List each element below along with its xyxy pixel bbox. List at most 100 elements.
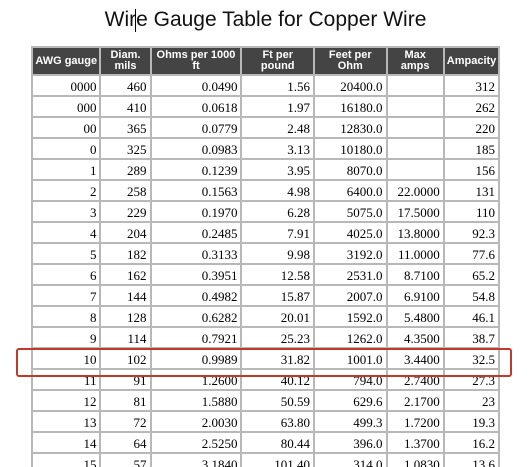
ohms-cell: 2.5250 xyxy=(151,433,241,452)
header-feet-per-ohm: Feet per Ohm xyxy=(315,48,386,74)
ft-per-pound-cell: 20.01 xyxy=(242,307,313,326)
ft-per-pound-cell: 3.13 xyxy=(242,139,313,158)
ohms-cell: 0.2485 xyxy=(151,223,241,242)
max-amps-cell: 8.7100 xyxy=(387,265,443,284)
ampacity-cell: 185 xyxy=(444,139,498,158)
ampacity-cell: 65.2 xyxy=(444,265,498,284)
max-amps-cell: 11.0000 xyxy=(387,244,443,263)
ampacity-cell: 32.5 xyxy=(444,349,498,368)
ft-per-pound-cell: 4.98 xyxy=(242,181,313,200)
ohms-cell: 1.5880 xyxy=(151,391,241,410)
table-viewport[interactable]: AWG gauge Diam. mils Ohms per 1000 ft Ft… xyxy=(31,46,500,467)
ft-per-pound-cell: 12.58 xyxy=(242,265,313,284)
row-highlight-box xyxy=(16,348,512,377)
max-amps-cell: 22.0000 xyxy=(387,181,443,200)
ohms-cell: 3.1840 xyxy=(151,454,241,467)
ohms-cell: 0.4982 xyxy=(151,286,241,305)
ohms-cell: 0.3133 xyxy=(151,244,241,263)
ampacity-cell: 38.7 xyxy=(444,328,498,347)
table-row: 3 229 0.1970 6.28 5075.0 17.5000 110 xyxy=(33,202,498,221)
diameter-cell: 258 xyxy=(101,181,150,200)
ohms-cell: 0.0490 xyxy=(151,76,241,95)
ohms-cell: 0.7921 xyxy=(151,328,241,347)
table-row: 13 72 2.0030 63.80 499.3 1.7200 19.3 xyxy=(33,412,498,431)
ampacity-cell: 220 xyxy=(444,118,498,137)
max-amps-cell: 1.0830 xyxy=(387,454,443,467)
feet-per-ohm-cell: 1592.0 xyxy=(315,307,386,326)
awg-cell: 15 xyxy=(33,454,100,467)
ampacity-cell: 156 xyxy=(444,160,498,179)
feet-per-ohm-cell: 4025.0 xyxy=(315,223,386,242)
awg-cell: 1 xyxy=(33,160,100,179)
ft-per-pound-cell: 15.87 xyxy=(242,286,313,305)
awg-cell: 7 xyxy=(33,286,100,305)
feet-per-ohm-cell: 2531.0 xyxy=(315,265,386,284)
max-amps-cell: 5.4800 xyxy=(387,307,443,326)
diameter-cell: 410 xyxy=(101,97,150,116)
diameter-cell: 102 xyxy=(101,349,150,368)
diameter-cell: 289 xyxy=(101,160,150,179)
table-body: 0000 460 0.0490 1.56 20400.0 312 000 410 0.0618 1… xyxy=(33,76,498,467)
header-ohms: Ohms per 1000 ft xyxy=(151,48,241,74)
max-amps-cell xyxy=(387,139,443,158)
diameter-cell: 81 xyxy=(101,391,150,410)
diameter-cell: 144 xyxy=(101,286,150,305)
feet-per-ohm-cell: 10180.0 xyxy=(315,139,386,158)
feet-per-ohm-cell: 396.0 xyxy=(315,433,386,452)
feet-per-ohm-cell: 5075.0 xyxy=(315,202,386,221)
max-amps-cell: 13.8000 xyxy=(387,223,443,242)
ft-per-pound-cell: 1.56 xyxy=(242,76,313,95)
feet-per-ohm-cell: 3192.0 xyxy=(315,244,386,263)
ft-per-pound-cell: 7.91 xyxy=(242,223,313,242)
table-row: 6 162 0.3951 12.58 2531.0 8.7100 65.2 xyxy=(33,265,498,284)
diameter-cell: 162 xyxy=(101,265,150,284)
feet-per-ohm-cell: 629.6 xyxy=(315,391,386,410)
diameter-cell: 460 xyxy=(101,76,150,95)
table-row: 0000 460 0.0490 1.56 20400.0 312 xyxy=(33,76,498,95)
ft-per-pound-cell: 9.98 xyxy=(242,244,313,263)
table-row: 1 289 0.1239 3.95 8070.0 156 xyxy=(33,160,498,179)
feet-per-ohm-cell: 6400.0 xyxy=(315,181,386,200)
diameter-cell: 325 xyxy=(101,139,150,158)
diameter-cell: 57 xyxy=(101,454,150,467)
ohms-cell: 0.0618 xyxy=(151,97,241,116)
ohms-cell: 0.9989 xyxy=(151,349,241,368)
table-row: 2 258 0.1563 4.98 6400.0 22.0000 131 xyxy=(33,181,498,200)
awg-cell: 00 xyxy=(33,118,100,137)
feet-per-ohm-cell: 1262.0 xyxy=(315,328,386,347)
ohms-cell: 0.6282 xyxy=(151,307,241,326)
header-row: AWG gauge Diam. mils Ohms per 1000 ft Ft… xyxy=(33,48,498,74)
awg-cell: 0000 xyxy=(33,76,100,95)
feet-per-ohm-cell: 16180.0 xyxy=(315,97,386,116)
ft-per-pound-cell: 31.82 xyxy=(242,349,313,368)
feet-per-ohm-cell: 499.3 xyxy=(315,412,386,431)
header-ft-per-pound: Ft per pound xyxy=(242,48,313,74)
ohms-cell: 0.0983 xyxy=(151,139,241,158)
ohms-cell: 0.1970 xyxy=(151,202,241,221)
max-amps-cell: 1.3700 xyxy=(387,433,443,452)
feet-per-ohm-cell: 8070.0 xyxy=(315,160,386,179)
table-row: 5 182 0.3133 9.98 3192.0 11.0000 77.6 xyxy=(33,244,498,263)
ampacity-cell: 312 xyxy=(444,76,498,95)
table-row: 10 102 0.9989 31.82 1001.0 3.4400 32.5 xyxy=(33,349,498,368)
ampacity-cell: 131 xyxy=(444,181,498,200)
awg-cell: 12 xyxy=(33,391,100,410)
table-row: 4 204 0.2485 7.91 4025.0 13.8000 92.3 xyxy=(33,223,498,242)
feet-per-ohm-cell: 1001.0 xyxy=(315,349,386,368)
table-row: 7 144 0.4982 15.87 2007.0 6.9100 54.8 xyxy=(33,286,498,305)
header-awg-gauge: AWG gauge xyxy=(33,48,100,74)
table-row: 000 410 0.0618 1.97 16180.0 262 xyxy=(33,97,498,116)
header-ampacity: Ampacity xyxy=(444,48,498,74)
awg-cell: 6 xyxy=(33,265,100,284)
ft-per-pound-cell: 2.48 xyxy=(242,118,313,137)
table-row: 9 114 0.7921 25.23 1262.0 4.3500 38.7 xyxy=(33,328,498,347)
ft-per-pound-cell: 3.95 xyxy=(242,160,313,179)
ampacity-cell: 13.6 xyxy=(444,454,498,467)
diameter-cell: 365 xyxy=(101,118,150,137)
awg-cell: 2 xyxy=(33,181,100,200)
feet-per-ohm-cell: 20400.0 xyxy=(315,76,386,95)
feet-per-ohm-cell: 2007.0 xyxy=(315,286,386,305)
diameter-cell: 72 xyxy=(101,412,150,431)
awg-cell: 8 xyxy=(33,307,100,326)
table-row: 15 57 3.1840 101.40 314.0 1.0830 13.6 xyxy=(33,454,498,467)
